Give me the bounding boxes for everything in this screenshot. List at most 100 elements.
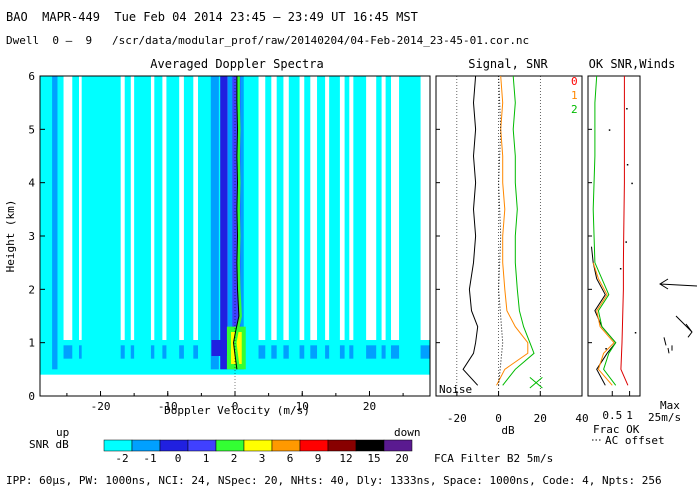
- colorbar-swatch: [383, 439, 413, 452]
- cyan-stripe: [265, 76, 272, 364]
- y-tick-label: 1: [28, 337, 35, 350]
- peak-velocity-line: [233, 76, 242, 370]
- x-tick-label: 20: [363, 400, 376, 413]
- x-tick-label: -10: [158, 400, 178, 413]
- snr-plot-frame: [435, 75, 583, 397]
- y-tick-label: 6: [28, 70, 35, 83]
- colorbar-swatch: [355, 439, 385, 452]
- colorbar-swatch: [243, 439, 273, 452]
- page-title: BAO MAPR-449 Tue Feb 04 2014 23:45 — 23:…: [6, 10, 418, 24]
- colorbar-swatch: [271, 439, 301, 452]
- colorbar-label: SNR dB: [29, 438, 69, 451]
- wind-ticks: [663, 337, 673, 354]
- wind-dot: [625, 241, 627, 243]
- colorbar-tick-label: -1: [143, 452, 156, 465]
- wind-arrow: [659, 278, 698, 290]
- wind-barb: [675, 315, 693, 338]
- cyan-stripe: [399, 76, 421, 364]
- snr-lines: [456, 75, 543, 396]
- signal-snr-panel: Signal, SNR -20 0 20 40 Noise dB FCA Filter…: [434, 57, 589, 465]
- colorbar-swatch: [187, 439, 217, 452]
- cyan-stripe: [72, 76, 79, 364]
- dwell-path: Dwell 0 — 9 /scr/data/modular_prof/raw/2…: [6, 34, 530, 47]
- colorbar-swatch: [215, 439, 245, 452]
- max-value: 25m/s: [648, 411, 681, 424]
- cyan-stripe: [243, 76, 259, 364]
- up-label: up: [56, 426, 69, 439]
- core-blue-left: [211, 340, 227, 356]
- doppler-ylabel: Height (km): [4, 200, 17, 273]
- legend-0: 0: [571, 75, 578, 88]
- cyan-stripe: [353, 76, 367, 364]
- winds-panel-title: OK SNR,Winds: [589, 57, 676, 71]
- doppler-spectra-panel: Averaged Doppler Spectra -20 -10 0 10 200123…: [4, 57, 431, 465]
- snr-x-tick-label: 0: [495, 412, 502, 425]
- cyan-stripe: [304, 76, 311, 364]
- snr-x-tick-label: -20: [447, 412, 467, 425]
- wind-dot: [608, 129, 611, 131]
- colorbar-tick-label: 15: [367, 452, 380, 465]
- winds-lines: [591, 75, 698, 386]
- colorbar-swatch: [327, 439, 357, 452]
- colorbar-tick-label: 2: [231, 452, 238, 465]
- colorbar-swatch: [159, 439, 189, 452]
- cyan-stripe: [385, 76, 391, 364]
- wind-dot: [631, 182, 633, 185]
- doppler-heatmap: [40, 76, 430, 396]
- winds-line-red: [620, 76, 629, 386]
- colorbar-swatch: [103, 439, 133, 452]
- cyan-stripe: [276, 76, 284, 364]
- snr-line-dotted: [498, 75, 504, 386]
- colorbar-tick-label: 6: [287, 452, 294, 465]
- colorbar-tick-label: 1: [203, 452, 210, 465]
- y-tick-label: 2: [28, 283, 35, 296]
- cyan-stripe: [183, 76, 194, 364]
- blue-band: [210, 76, 219, 370]
- colorbar-swatch: [299, 439, 329, 452]
- cyan-stripe: [329, 76, 340, 364]
- down-label: down: [394, 426, 421, 439]
- dark-blue-band: [220, 76, 228, 370]
- snr-x-tick-label: 40: [575, 412, 588, 425]
- x-tick-label: 10: [296, 400, 309, 413]
- snr-line-orange: [496, 75, 529, 386]
- x-tick-label: -20: [91, 400, 111, 413]
- y-tick-label: 4: [28, 177, 35, 190]
- colorbar-swatch: [131, 439, 161, 452]
- cyan-stripe: [317, 76, 326, 364]
- footer-params: IPP: 60μs, PW: 1000ns, NCI: 24, NSpec: 2…: [6, 474, 662, 487]
- max-label: Max: [660, 399, 680, 412]
- snr-marker: [529, 376, 543, 389]
- colorbar-tick-label: 20: [395, 452, 408, 465]
- doppler-xlabel: Doppler Velocity (m/s): [164, 404, 310, 417]
- doppler-panel-title: Averaged Doppler Spectra: [150, 57, 323, 71]
- winds-axes: 0.5 1: [588, 75, 633, 422]
- snr-axes: -20 0 20 40: [436, 75, 589, 425]
- y-tick-label: 5: [28, 123, 35, 136]
- colorbar-tick-label: 12: [339, 452, 352, 465]
- wind-dot: [634, 332, 637, 334]
- cyan-stripe: [376, 76, 382, 364]
- ac-offset-label: AC offset: [605, 434, 665, 447]
- wind-dot: [626, 164, 629, 166]
- winds-line-orange: [592, 262, 615, 386]
- frac-ok-label: Frac OK: [593, 423, 640, 436]
- snr-line-green: [502, 75, 535, 386]
- wind-dot: [626, 108, 628, 110]
- snr-xlabel: dB: [501, 424, 515, 437]
- peak-velocity-outline: [232, 76, 240, 370]
- cyan-stripe: [288, 76, 300, 364]
- cyan-stripe: [40, 76, 64, 364]
- snr-x-tick-label: 20: [534, 412, 547, 425]
- y-tick-label: 0: [28, 390, 35, 403]
- winds-line-green: [592, 75, 617, 386]
- cyan-stripe: [154, 76, 163, 364]
- colorbar-tick-label: 0: [175, 452, 182, 465]
- cyan-stripe: [344, 76, 350, 364]
- x-tick-label: 0: [232, 400, 239, 413]
- cyan-stripe: [81, 76, 121, 364]
- winds-plot-frame: [587, 75, 641, 397]
- doppler-axes: -20 -10 0 10 20 0 1 2 3 4 5 6: [28, 70, 404, 413]
- cyan-stripe: [166, 76, 180, 364]
